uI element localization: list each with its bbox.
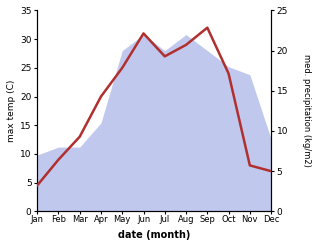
X-axis label: date (month): date (month) bbox=[118, 230, 190, 240]
Y-axis label: max temp (C): max temp (C) bbox=[7, 80, 16, 142]
Y-axis label: med. precipitation (kg/m2): med. precipitation (kg/m2) bbox=[302, 54, 311, 167]
